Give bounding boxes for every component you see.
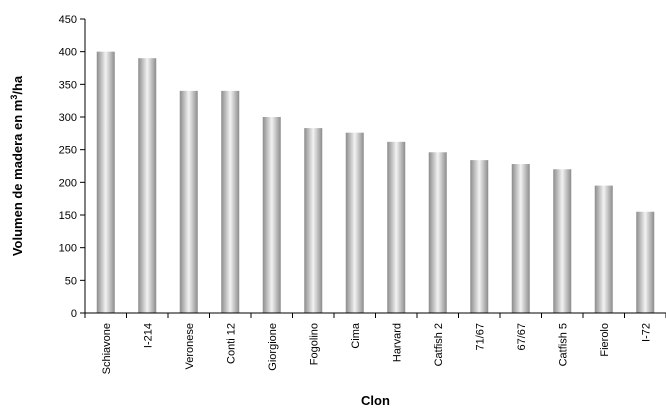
y-ticks-group: 0 50 100 150 200 250 300 350 400 450 — [59, 14, 85, 320]
x-ticks-group: Schiavone I-214 Veronese Conti 12 Giorgione F… — [84, 313, 666, 374]
x-tick-label: 71/67 — [474, 323, 486, 351]
bar — [511, 164, 530, 313]
x-tick-label: Conti 12 — [225, 323, 237, 364]
bar — [594, 185, 613, 313]
y-tick-label: 0 — [71, 308, 77, 320]
y-axis-title-main: Volumen de madera en m — [10, 100, 25, 257]
x-tick-label: Harvard — [391, 323, 403, 362]
y-tick-label: 350 — [59, 79, 77, 91]
bar — [387, 141, 406, 313]
x-tick-label: Fierolo — [599, 323, 611, 357]
x-tick-label: 67/67 — [516, 323, 528, 351]
x-tick-label: Cima — [350, 322, 362, 349]
bar — [221, 90, 240, 313]
y-tick-label: 200 — [59, 177, 77, 189]
y-tick-label: 400 — [59, 47, 77, 59]
x-tick-label: Schiavone — [101, 323, 113, 374]
bar — [428, 152, 447, 313]
bar — [470, 160, 489, 313]
y-tick-label: 300 — [59, 112, 77, 124]
x-tick-label: Giorgione — [267, 323, 279, 371]
y-axis-title: Volumen de madera en m3/ha — [9, 75, 25, 256]
x-tick-label: Catfish 5 — [557, 323, 569, 366]
bar — [138, 58, 157, 314]
x-tick-label: Veronese — [184, 323, 196, 369]
x-tick-label: I-72 — [640, 323, 652, 342]
y-axis-title-tail: /ha — [10, 75, 25, 95]
x-axis-title: Clon — [361, 393, 390, 408]
x-tick-label: I-214 — [142, 323, 154, 348]
bar — [96, 51, 115, 314]
bar — [553, 169, 572, 313]
y-tick-label: 100 — [59, 243, 77, 255]
y-tick-label: 250 — [59, 145, 77, 157]
bar — [262, 117, 281, 313]
y-tick-label: 50 — [65, 275, 77, 287]
bar — [179, 90, 198, 313]
bar — [304, 128, 323, 313]
bar — [345, 132, 364, 313]
x-tick-label: Catfish 2 — [433, 323, 445, 366]
bars-group — [96, 51, 655, 314]
x-tick-label: Fogolino — [308, 323, 320, 365]
bar — [636, 211, 655, 313]
y-tick-label: 150 — [59, 210, 77, 222]
y-axis-title-superscript: 3 — [9, 95, 19, 100]
y-tick-label: 450 — [59, 14, 77, 26]
